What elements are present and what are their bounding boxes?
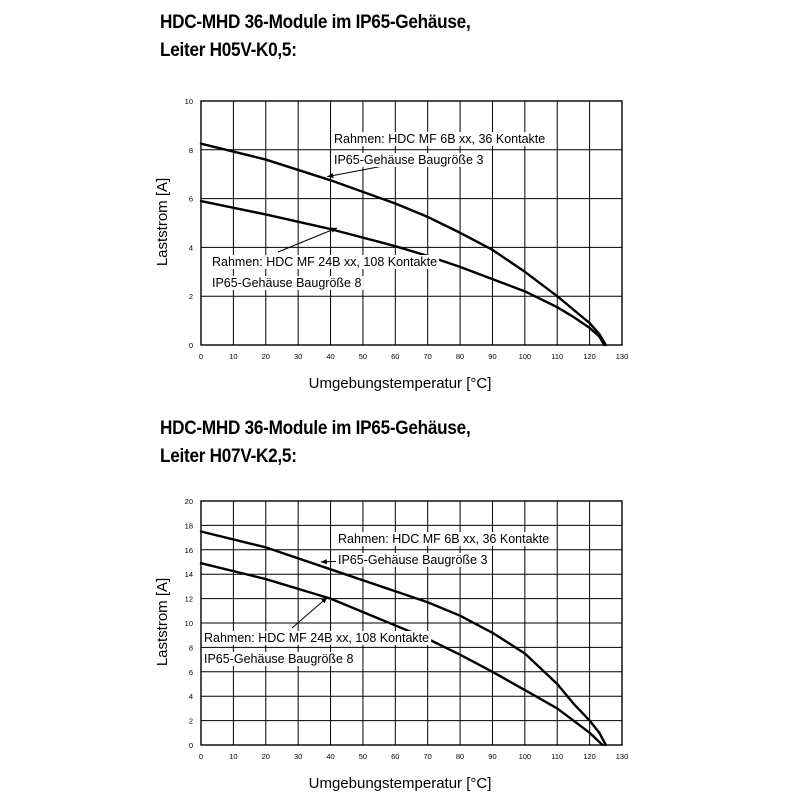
x-tick-label: 90 (488, 752, 496, 761)
annotation-arrowhead (327, 172, 334, 179)
x-tick-label: 120 (583, 352, 596, 361)
annotation-background (202, 631, 432, 645)
chart-block-h07v: HDC-MHD 36-Module im IP65-Gehäuse, Leite… (0, 400, 800, 800)
x-tick-label: 40 (326, 352, 334, 361)
chart-title: HDC-MHD 36-Module im IP65-Gehäuse, Leite… (160, 414, 471, 470)
x-tick-label: 70 (424, 352, 432, 361)
x-tick-label: 30 (294, 352, 302, 361)
chart-plot: Umgebungstemperatur [°C] Laststrom [A] 0… (154, 497, 629, 792)
y-tick-label: 10 (185, 619, 193, 628)
x-tick-label: 20 (262, 352, 270, 361)
annotation-background (332, 153, 486, 167)
x-tick-label: 110 (551, 752, 563, 761)
x-tick-label: 50 (359, 352, 367, 361)
x-tick-label: 80 (456, 752, 464, 761)
annotation-background (210, 276, 364, 290)
x-tick-label: 120 (583, 752, 596, 761)
x-tick-label: 60 (391, 752, 399, 761)
annotation-line: Rahmen: HDC MF 6B xx, 36 Kontakte (338, 532, 549, 546)
y-tick-label: 14 (185, 570, 193, 579)
x-tick-label: 130 (616, 752, 629, 761)
annotation-arrowhead (321, 597, 328, 604)
series-annotation-2: Rahmen: HDC MF 24B xx, 108 Kontakte IP65-… (202, 631, 432, 666)
x-tick-label: 80 (456, 352, 464, 361)
x-axis-title: Umgebungstemperatur [°C] (309, 775, 492, 792)
x-tick-label: 0 (199, 752, 203, 761)
x-tick-label: 70 (424, 752, 432, 761)
x-tick-label: 100 (519, 352, 532, 361)
annotation-line: IP65-Gehäuse Baugröße 8 (212, 276, 361, 290)
annotation-background (202, 652, 356, 666)
chart-block-h05v: HDC-MHD 36-Module im IP65-Gehäuse, Leite… (154, 8, 629, 392)
y-tick-label: 4 (189, 692, 193, 701)
annotation-arrowhead (320, 559, 327, 565)
y-tick-label: 18 (185, 521, 193, 530)
y-tick-label: 2 (189, 717, 193, 726)
y-tick-label: 2 (189, 292, 193, 301)
x-tick-label: 60 (391, 352, 399, 361)
series-line-2 (199, 199, 606, 347)
x-axis-title: Umgebungstemperatur [°C] (309, 375, 492, 392)
annotation-line: Rahmen: HDC MF 24B xx, 108 Kontakte (212, 255, 437, 269)
annotation-arrow-line (277, 227, 338, 253)
annotation-line: IP65-Gehäuse Baugröße 8 (204, 652, 353, 666)
annotation-arrow-line (291, 597, 328, 629)
chart-plot: Umgebungstemperatur [°C] Laststrom [A] 0… (154, 97, 629, 392)
x-tick-label: 30 (294, 752, 302, 761)
y-tick-label: 0 (189, 341, 193, 350)
y-tick-label: 12 (185, 595, 193, 604)
annotation-line: Rahmen: HDC MF 6B xx, 36 Kontakte (334, 132, 545, 146)
annotation-background (336, 553, 490, 567)
y-tick-label: 8 (189, 146, 193, 155)
y-tick-label: 4 (189, 243, 193, 252)
chart-title: HDC-MHD 36-Module im IP65-Gehäuse, Leite… (160, 8, 471, 64)
annotation-background (332, 132, 548, 146)
annotation-background (210, 255, 440, 269)
annotation-line: IP65-Gehäuse Baugröße 3 (338, 553, 487, 567)
series-line-2 (199, 562, 604, 747)
x-tick-label: 10 (229, 352, 237, 361)
annotation-line: IP65-Gehäuse Baugröße 3 (334, 153, 483, 167)
x-tick-label: 110 (551, 352, 563, 361)
chart-title-line-2: Leiter H05V-K0,5: (160, 39, 297, 61)
y-tick-label: 20 (185, 497, 193, 506)
annotation-line: Rahmen: HDC MF 24B xx, 108 Kontakte (204, 631, 429, 645)
y-axis-title: Laststrom [A] (154, 578, 171, 666)
x-tick-label: 130 (616, 352, 629, 361)
x-tick-label: 50 (359, 752, 367, 761)
y-tick-label: 6 (189, 668, 193, 677)
series-annotation-1: Rahmen: HDC MF 6B xx, 36 Kontakte IP65-Ge… (332, 132, 548, 167)
x-tick-label: 0 (199, 352, 203, 361)
chart-title-line-2: Leiter H07V-K2,5: (160, 445, 297, 467)
y-tick-label: 10 (185, 97, 193, 106)
series-line-1 (199, 142, 608, 347)
y-tick-label: 6 (189, 195, 193, 204)
annotation-arrowhead (330, 227, 338, 233)
chart-title-line-1: HDC-MHD 36-Module im IP65-Gehäuse, (160, 11, 471, 33)
annotation-background (336, 532, 552, 546)
x-tick-label: 10 (229, 752, 237, 761)
y-axis-title: Laststrom [A] (154, 178, 171, 266)
chart-title-line-1: HDC-MHD 36-Module im IP65-Gehäuse, (160, 417, 471, 439)
y-tick-label: 16 (185, 546, 193, 555)
x-tick-label: 40 (326, 752, 334, 761)
series-line-1 (199, 530, 608, 747)
y-tick-label: 0 (189, 741, 193, 750)
x-tick-label: 90 (488, 352, 496, 361)
series-annotation-1: Rahmen: HDC MF 6B xx, 36 Kontakte IP65-Ge… (336, 532, 552, 567)
series-annotation-2: Rahmen: HDC MF 24B xx, 108 Kontakte IP65-… (210, 255, 440, 290)
x-tick-label: 100 (519, 752, 532, 761)
y-tick-label: 8 (189, 643, 193, 652)
x-tick-label: 20 (262, 752, 270, 761)
